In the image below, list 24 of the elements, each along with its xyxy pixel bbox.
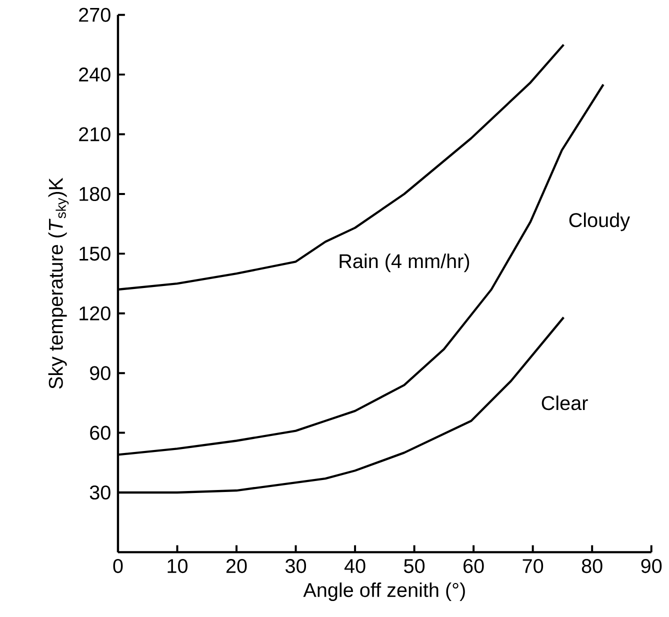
x-tick-label: 0 <box>113 559 123 574</box>
x-tick-label: 90 <box>641 559 662 574</box>
x-tick-label: 80 <box>582 559 602 574</box>
y-tick-label: 150 <box>80 246 110 261</box>
x-tick-label: 70 <box>522 559 544 574</box>
x-tick-label: 10 <box>168 559 188 574</box>
x-tick-label: 40 <box>344 559 366 574</box>
y-axis-title: Sky temperature (T$_{sky}$)K <box>48 178 69 389</box>
y-tick-label: 180 <box>80 187 110 202</box>
x-axis-title: Angle off zenith (°) <box>303 582 465 602</box>
y-tick-label: 120 <box>80 306 110 321</box>
y-tick-label: 270 <box>79 8 110 22</box>
y-tick-label: 90 <box>90 366 110 380</box>
x-tick-label: 60 <box>464 559 484 574</box>
y-tick-label: 210 <box>79 127 110 142</box>
y-tick-label: 30 <box>90 486 110 500</box>
series-label: Clear <box>542 396 588 410</box>
y-tick-label: 60 <box>90 426 110 440</box>
series-label: Rain (4 mm/hr) <box>340 254 470 272</box>
x-tick-label: 20 <box>226 559 247 574</box>
x-tick-label: 30 <box>286 559 306 574</box>
y-tick-label: 240 <box>79 68 110 82</box>
x-tick-label: 50 <box>404 559 425 574</box>
series-label: Cloudy <box>569 212 630 232</box>
